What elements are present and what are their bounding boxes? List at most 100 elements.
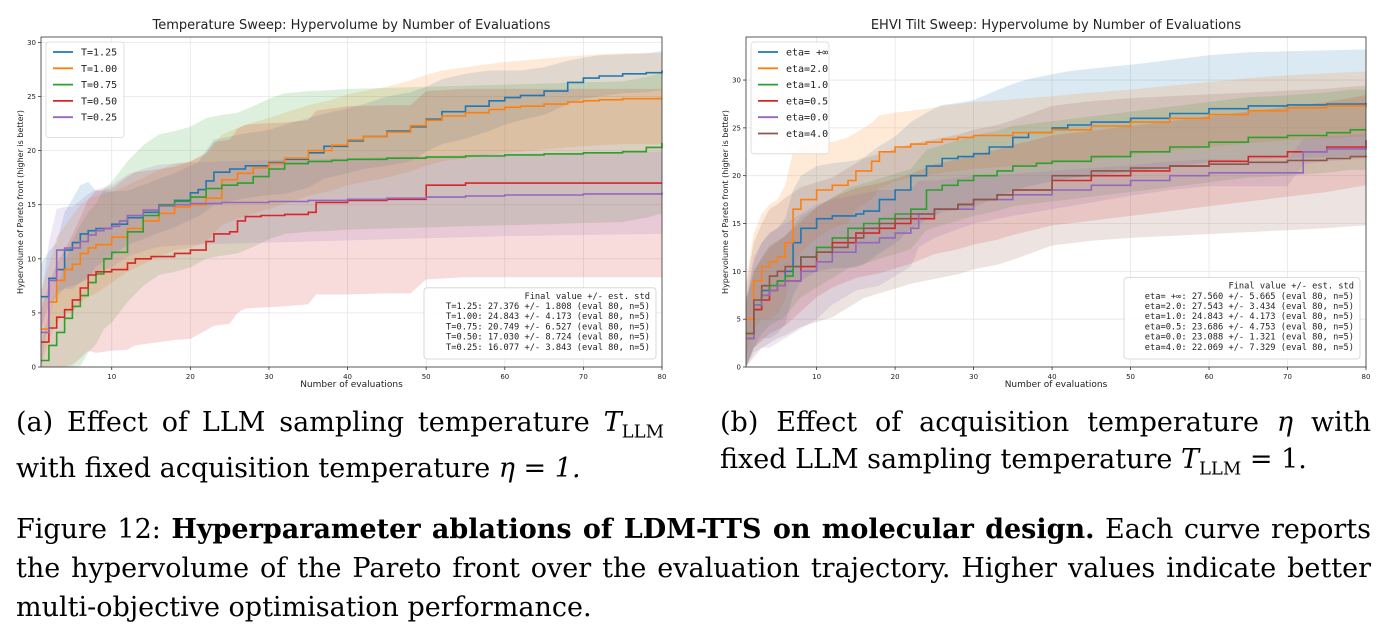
c0-legend-label-4: T=0.25 (81, 113, 117, 124)
c1-x-tick-label: 50 (1126, 373, 1135, 381)
chart-panel-b: EHVI Tilt Sweep: Hypervolume by Number o… (700, 0, 1387, 400)
c0-x-tick-label: 80 (658, 373, 667, 381)
c1-series-band-5 (746, 85, 1366, 368)
c1-series-band-4 (746, 133, 1366, 367)
figure-caption-label: Figure 12: (16, 514, 172, 545)
subcaption-b-eta: η (1276, 407, 1294, 438)
c1-annotation-box (1123, 277, 1361, 360)
c0-x-tick-label: 40 (343, 373, 352, 381)
subcaption-a-var: T (603, 407, 622, 438)
c1-y-tick-label: 30 (732, 77, 741, 85)
c0-legend-label-2: T=0.75 (81, 80, 117, 91)
c0-y-tick-label: 30 (27, 39, 36, 47)
c1-series-band-2 (746, 89, 1366, 367)
c1-x-tick-label: 80 (1362, 373, 1371, 381)
c1-plot-frame (745, 36, 1367, 368)
c1-y-tick-label: 20 (732, 172, 741, 180)
c1-legend-label-5: eta=4.0 (786, 129, 828, 140)
c1-x-tick-label: 70 (1283, 373, 1292, 381)
c1-legend-box (750, 41, 830, 155)
c1-x-tick-label: 60 (1205, 373, 1214, 381)
c1-legend-label-4: eta=0.0 (786, 113, 828, 124)
c1-legend-label-3: eta=0.5 (786, 96, 828, 107)
c1-annotation-line-1: eta= +∞: 27.560 +/- 5.665 (eval 80, n=5) (1145, 292, 1354, 302)
c1-y-axis-label: Hypervolume of Pareto front (higher is b… (721, 110, 730, 294)
subcaption-a-rest: with fixed acquisition temperature (16, 453, 499, 485)
c0-annotation-line-1: T=1.25: 27.376 +/- 1.808 (eval 80, n=5) (446, 302, 650, 312)
c0-x-tick-label: 10 (107, 373, 116, 381)
subcaption-b: (b) Effect of acquisition temperature η … (720, 404, 1371, 487)
c1-y-tick-label: 25 (732, 124, 741, 132)
c0-series-band-3 (41, 88, 662, 368)
c1-x-tick-label: 30 (969, 373, 978, 381)
c0-legend-box (45, 41, 125, 138)
c0-annotation-line-2: T=1.00: 24.843 +/- 4.173 (eval 80, n=5) (446, 312, 650, 322)
c1-y-tick-label: 10 (732, 268, 741, 276)
subcaption-b-rest: with fixed LLM sampling temperature (720, 407, 1371, 475)
c1-x-tick-label: 40 (1048, 373, 1057, 381)
subcaption-a-sub: LLM (621, 421, 664, 443)
c1-x-tick-label: 20 (891, 373, 900, 381)
c0-x-tick-label: 50 (422, 373, 431, 381)
subcaption-b-prefix: (b) Effect of acquisition temperature (720, 407, 1277, 438)
c1-y-tick-label: 15 (732, 220, 741, 228)
c0-x-tick-label: 70 (579, 373, 588, 381)
c1-series-band-0 (746, 49, 1366, 368)
c0-series-line-4 (41, 192, 663, 334)
figure-caption-text: Each curve reports the hypervolume of th… (16, 514, 1372, 623)
c0-y-tick-label: 10 (27, 255, 36, 263)
c1-series-line-5 (746, 155, 1367, 335)
c1-series-band-3 (746, 95, 1366, 368)
c0-annotation-line-3: T=0.75: 20.749 +/- 6.527 (eval 80, n=5) (446, 322, 650, 332)
c0-annotation-line-0: Final value +/- est. std (524, 292, 650, 302)
c1-chart-title: EHVI Tilt Sweep: Hypervolume by Number o… (871, 18, 1242, 33)
c0-series-band-0 (41, 51, 662, 330)
c1-annotation-line-5: eta=0.0: 23.088 +/- 1.321 (eval 80, n=5) (1145, 333, 1354, 343)
c1-x-axis-label: Number of evaluations (1005, 380, 1108, 390)
c1-y-tick-label: 5 (737, 316, 741, 324)
c0-series-band-2 (41, 72, 662, 367)
c0-annotation-line-5: T=0.25: 16.077 +/- 3.843 (eval 80, n=5) (446, 343, 650, 353)
c0-series-band-1 (41, 53, 662, 367)
c1-series-line-0 (746, 103, 1367, 340)
c0-annotation-line-4: T=0.50: 17.030 +/- 8.724 (eval 80, n=5) (446, 333, 650, 343)
c1-legend-label-0: eta= +∞ (786, 48, 828, 59)
figure-caption: Figure 12: Hyperparameter ablations of L… (16, 510, 1371, 627)
c0-y-tick-label: 15 (27, 201, 36, 209)
c1-annotation-line-6: eta=4.0: 22.069 +/- 7.329 (eval 80, n=5) (1145, 343, 1354, 353)
subcaption-b-eq: = 1. (1241, 444, 1307, 475)
c0-x-axis-label: Number of evaluations (300, 380, 403, 390)
c1-annotation-line-0: Final value +/- est. std (1228, 282, 1354, 292)
c0-legend-label-1: T=1.00 (81, 64, 117, 75)
c0-y-tick-label: 25 (27, 93, 36, 101)
c0-x-tick-label: 30 (265, 373, 274, 381)
c1-legend-label-2: eta=1.0 (786, 80, 828, 91)
c1-annotation-line-3: eta=1.0: 24.843 +/- 4.173 (eval 80, n=5) (1145, 312, 1354, 322)
c1-y-tick-label: 0 (737, 364, 741, 372)
chart-panel-a: Temperature Sweep: Hypervolume by Number… (0, 0, 680, 400)
ehvi-tilt-sweep-chart: EHVI Tilt Sweep: Hypervolume by Number o… (721, 18, 1371, 390)
subcaption-b-sub: LLM (1198, 458, 1242, 480)
subcaption-a-eq: η = 1. (498, 453, 581, 485)
c1-series-line-4 (746, 146, 1367, 340)
c0-chart-title: Temperature Sweep: Hypervolume by Number… (152, 18, 551, 33)
c0-plot-frame (40, 36, 663, 368)
subcaption-b-var: T (1180, 444, 1199, 475)
c1-annotation-line-4: eta=0.5: 23.686 +/- 4.753 (eval 80, n=5) (1145, 322, 1354, 332)
c0-series-line-2 (41, 143, 663, 362)
c1-annotation-line-2: eta=2.0: 27.543 +/- 3.434 (eval 80, n=5) (1145, 302, 1354, 312)
c1-series-line-2 (746, 129, 1366, 335)
c0-y-tick-label: 5 (32, 309, 36, 317)
c0-legend-label-0: T=1.25 (81, 48, 117, 59)
c0-y-tick-label: 0 (32, 364, 36, 372)
temperature-sweep-chart: Temperature Sweep: Hypervolume by Number… (16, 18, 667, 390)
c1-x-tick-label: 10 (812, 373, 821, 381)
c1-legend-label-1: eta=2.0 (786, 64, 828, 75)
c0-annotation-box (423, 287, 657, 360)
c0-y-axis-label: Hypervolume of Pareto front (higher is b… (16, 110, 25, 294)
c0-y-tick-label: 20 (27, 147, 36, 155)
figure-caption-bold: Hyperparameter ablations of LDM-TTS on m… (171, 514, 1095, 545)
c0-legend-label-3: T=0.50 (81, 96, 117, 107)
c1-series-line-1 (746, 104, 1367, 320)
subcaption-a-prefix: (a) Effect of LLM sampling temperature (16, 407, 604, 438)
